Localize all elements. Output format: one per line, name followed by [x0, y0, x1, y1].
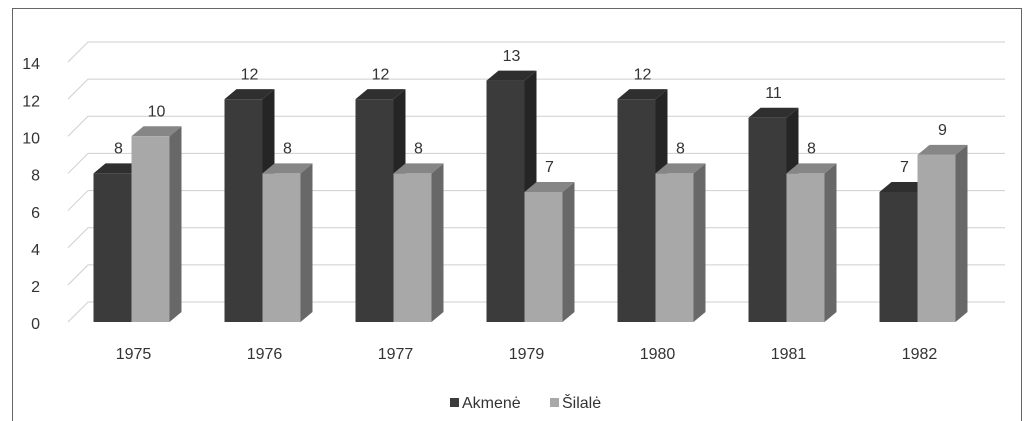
x-tick-label: 1976: [247, 346, 283, 363]
bar-side: [562, 182, 575, 322]
bar: [786, 173, 825, 322]
y-tick-label: 6: [31, 205, 40, 222]
value-label: 7: [545, 159, 554, 176]
grid-line: [67, 152, 1005, 174]
bar: [879, 192, 918, 322]
legend-swatch: [550, 398, 559, 407]
bar-side: [955, 144, 968, 322]
value-label: 8: [414, 141, 423, 158]
value-label: 8: [676, 141, 685, 158]
y-tick-label: 0: [31, 316, 40, 333]
x-tick-label: 1981: [771, 346, 807, 363]
bar-top: [131, 126, 182, 137]
bar-side: [431, 163, 444, 322]
value-label: 9: [938, 122, 947, 139]
bar: [393, 173, 432, 322]
bar: [748, 117, 787, 322]
grid-line: [67, 41, 1005, 63]
value-label: 11: [765, 85, 782, 102]
bar: [224, 99, 263, 323]
bar-top: [262, 163, 313, 174]
value-label: 7: [900, 159, 909, 176]
bar: [131, 136, 170, 322]
bar-top: [786, 163, 837, 174]
bar-top: [879, 182, 930, 192]
x-tick-label: 1980: [640, 346, 676, 363]
value-label: 8: [283, 141, 292, 158]
y-tick-label: 2: [31, 279, 40, 296]
value-label: 13: [503, 48, 521, 65]
bar-top: [917, 144, 968, 155]
bar: [355, 99, 394, 323]
bar: [93, 173, 132, 322]
y-tick-label: 8: [31, 168, 40, 185]
x-tick-label: 1982: [902, 346, 938, 363]
bar: [524, 192, 563, 322]
value-label: 12: [372, 66, 390, 83]
x-tick-label: 1979: [509, 346, 545, 363]
x-tick-label: 1977: [378, 346, 414, 363]
value-label: 8: [807, 141, 816, 158]
bar-top: [93, 163, 144, 174]
bar-side: [169, 126, 182, 323]
bar-side: [824, 163, 837, 322]
y-tick-label: 14: [22, 56, 40, 73]
y-tick-label: 10: [22, 131, 40, 148]
legend-label: Šilalė: [562, 393, 601, 412]
value-label: 8: [114, 141, 123, 158]
bar: [486, 80, 525, 322]
bar: [617, 99, 656, 323]
legend-label: Akmenė: [462, 395, 521, 412]
bar: [917, 154, 956, 322]
bar-top: [655, 163, 706, 174]
x-tick-label: 1975: [116, 346, 152, 363]
legend-swatch: [450, 398, 459, 407]
bar-side: [693, 163, 706, 322]
bar-top: [524, 182, 575, 192]
bar-top: [393, 163, 444, 174]
bar-top: [748, 107, 799, 118]
bar: [262, 173, 301, 322]
grid-line: [67, 115, 1005, 137]
value-label: 10: [148, 104, 166, 121]
y-tick-label: 4: [31, 242, 40, 259]
chart-border: [12, 8, 1022, 421]
bar-top: [617, 89, 668, 100]
y-tick-label: 12: [22, 93, 40, 110]
bar-side: [300, 163, 313, 322]
bar: [655, 173, 694, 322]
bar-top: [486, 70, 537, 81]
bar-top: [224, 89, 275, 100]
grid-line: [67, 78, 1005, 100]
value-label: 12: [241, 66, 259, 83]
bar-top: [355, 89, 406, 100]
value-label: 12: [634, 66, 652, 83]
